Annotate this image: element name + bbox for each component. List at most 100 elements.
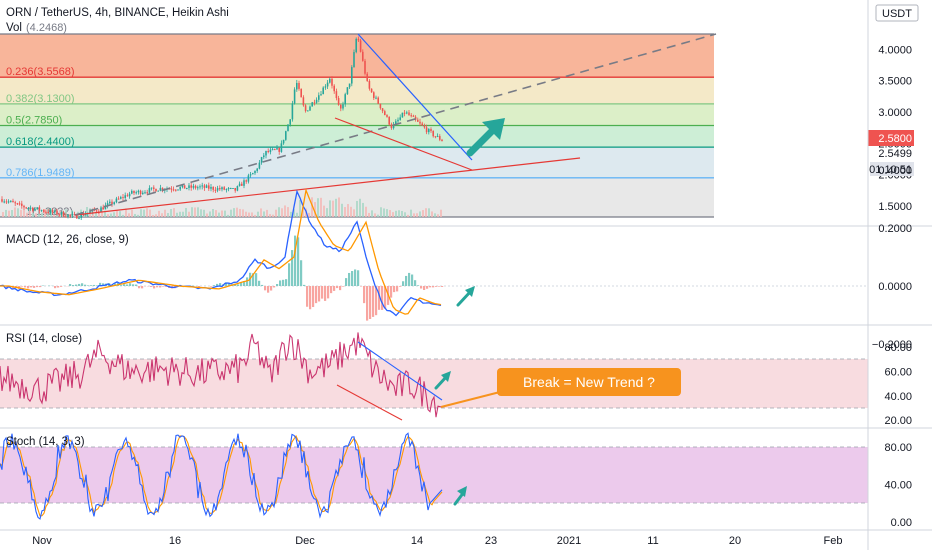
macd-hist-bar (435, 286, 438, 287)
candle (135, 190, 137, 195)
fib-level-label: 0.382(3.1300) (6, 93, 75, 105)
candle (67, 214, 69, 219)
candle (436, 133, 439, 138)
candle (10, 200, 12, 203)
macd-hist-bar (165, 286, 168, 287)
macd-hist-bar (213, 285, 216, 286)
volume-bar (413, 213, 415, 217)
last-price-badge (868, 130, 914, 146)
candle (300, 88, 302, 98)
volume-bar (173, 208, 175, 217)
macd-tick-label: 0.0000 (878, 281, 912, 293)
currency-button[interactable]: USDT (875, 4, 919, 22)
time-tick-label: 16 (169, 535, 181, 547)
price-tick-label: 3.0000 (878, 107, 912, 119)
candle (5, 199, 8, 205)
volume-bar (332, 200, 334, 217)
trend-drawings (74, 33, 717, 216)
rsi-tick-label: 20.00 (884, 415, 912, 427)
stoch-axis[interactable]: 80.00 40.00 0.00 (884, 442, 912, 529)
candle (3, 199, 5, 204)
ascending-trendline (74, 157, 581, 216)
macd-hist-bar (414, 280, 417, 286)
volume-bar (263, 211, 265, 217)
candle (408, 109, 410, 116)
volume-bar (251, 212, 253, 217)
candle (313, 99, 316, 106)
macd-hist-bar (372, 286, 375, 317)
volume-bar (278, 207, 280, 217)
volume-bar (350, 206, 352, 217)
candle (355, 37, 357, 54)
macd-hist-bar (243, 281, 246, 286)
macd-hist-bar (390, 286, 393, 298)
candle (386, 114, 388, 118)
volume-bar (227, 214, 229, 217)
candle (106, 200, 109, 209)
macd-hist-bar (282, 279, 285, 286)
volume-bar (170, 208, 172, 217)
volume-bar (224, 210, 226, 217)
volume-bar (38, 213, 40, 217)
macd-hist-bar (87, 285, 90, 286)
fib-level-label: (4.2468) (26, 22, 67, 34)
volume-bar (404, 212, 406, 217)
candle (113, 201, 115, 206)
candle (293, 87, 296, 105)
volume-bar (53, 214, 55, 217)
candle (216, 185, 219, 193)
candle (208, 182, 210, 191)
candle (56, 208, 58, 216)
macd-hist-bar (246, 277, 249, 286)
volume-bar (392, 212, 394, 217)
macd-axis[interactable]: 0.4000 0.2000 0.0000 −0.2000 (872, 165, 912, 351)
macd-hist-bar (357, 270, 360, 286)
candle (304, 104, 307, 113)
volume-bar (104, 210, 106, 217)
macd-hist-bar (225, 282, 228, 286)
candle (368, 79, 371, 91)
candle (287, 123, 289, 132)
macd-hist-bar (399, 286, 402, 287)
stoch-up-arrow (453, 486, 467, 506)
volume-bar (221, 210, 223, 217)
volume-bar (299, 200, 301, 217)
candle (58, 213, 60, 217)
rsi-line (0, 332, 443, 418)
candle (331, 76, 333, 89)
candle (439, 134, 441, 142)
volume-bar (179, 211, 181, 217)
candle (188, 182, 190, 191)
volume-bar (233, 208, 235, 217)
macd-hist-bar (273, 286, 276, 288)
candle (258, 160, 261, 170)
candle (406, 110, 408, 115)
macd-hist-bar (153, 286, 156, 289)
annotation-pointer (440, 391, 501, 408)
macd-hist-bar (57, 286, 60, 288)
macd-hist-bar (33, 286, 36, 288)
macd-hist-bar (339, 286, 342, 291)
volume-bar (209, 211, 211, 217)
candle (109, 199, 111, 205)
candle (40, 209, 43, 212)
time-axis[interactable]: Nov 16 Dec 14 23 2021 11 20 Feb (32, 535, 842, 547)
volume-bar (341, 203, 343, 217)
candle (357, 36, 360, 42)
volume-bar (50, 208, 52, 217)
volume-bar (338, 197, 340, 217)
candle (137, 189, 140, 195)
rsi-axis[interactable]: 80.00 60.00 40.00 20.00 (884, 342, 912, 427)
candle (340, 103, 342, 112)
fib-zone (0, 147, 714, 178)
macd-hist-bar (150, 286, 153, 287)
macd-hist-bar (69, 284, 72, 286)
candle (329, 77, 331, 84)
volume-bar (2, 212, 4, 217)
volume-bar (131, 209, 133, 217)
macd-hist-bar (411, 274, 414, 286)
volume-bar (23, 209, 25, 217)
volume-bar (266, 209, 268, 217)
candle (120, 195, 122, 200)
